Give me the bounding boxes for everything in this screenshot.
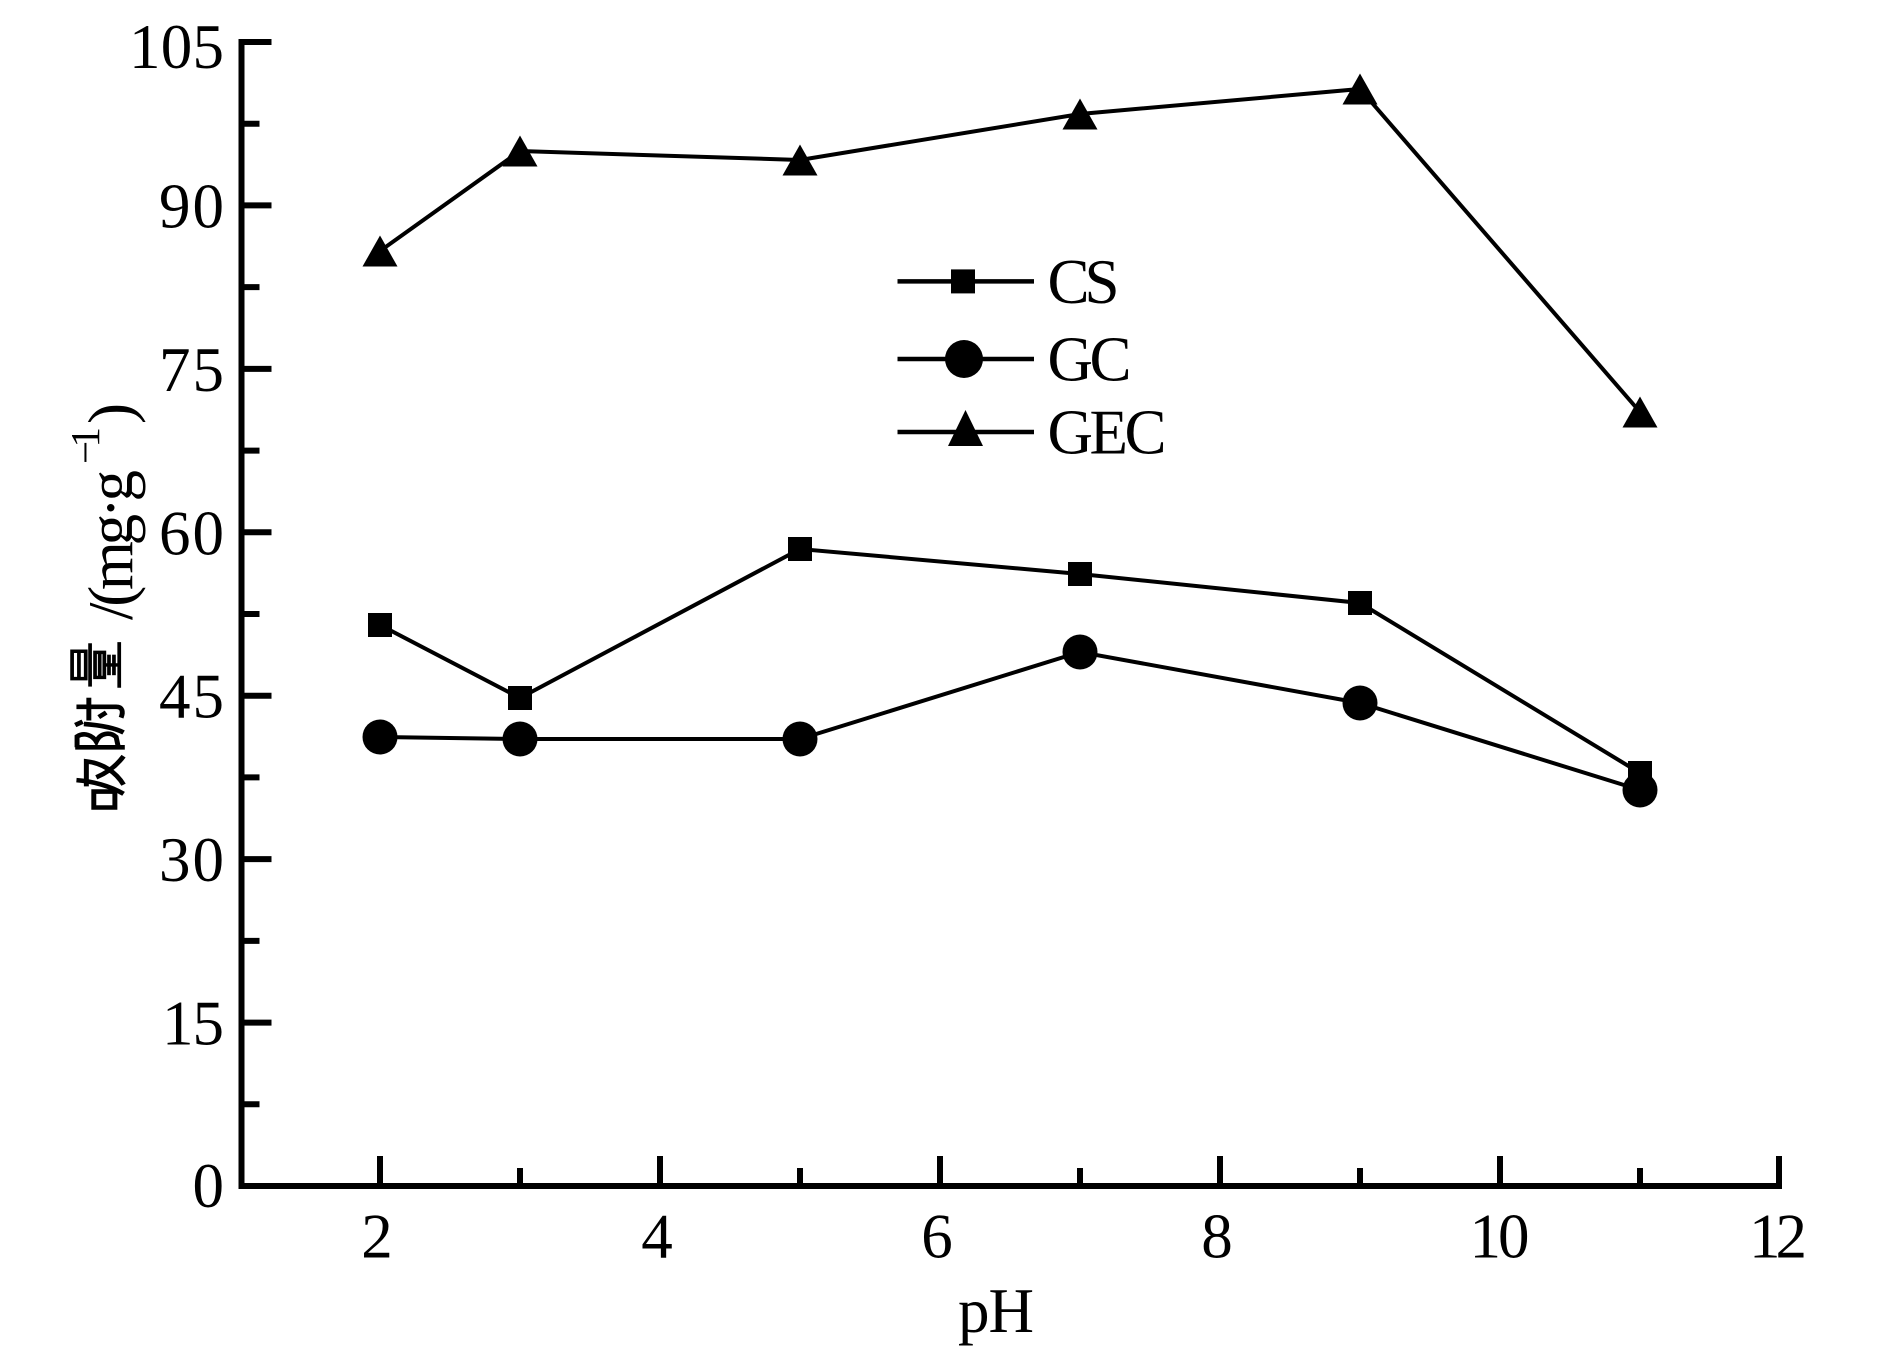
svg-text:105: 105 <box>129 12 224 82</box>
svg-text:GC: GC <box>1048 325 1132 395</box>
svg-text:10: 10 <box>1470 1202 1530 1272</box>
svg-text:0: 0 <box>193 1151 225 1221</box>
svg-text:2: 2 <box>361 1202 393 1272</box>
svg-text:): ) <box>76 403 146 424</box>
svg-text:pH: pH <box>958 1276 1034 1346</box>
svg-text:/(mg·g: /(mg·g <box>76 470 146 620</box>
svg-text:−1: −1 <box>62 427 108 464</box>
svg-text:8: 8 <box>1201 1202 1233 1272</box>
svg-text:CS: CS <box>1048 247 1120 317</box>
svg-text:GEC: GEC <box>1048 398 1167 468</box>
svg-text:12: 12 <box>1749 1202 1807 1272</box>
svg-text:15: 15 <box>162 989 224 1059</box>
svg-text:6: 6 <box>921 1202 953 1272</box>
svg-text:4: 4 <box>641 1202 673 1272</box>
